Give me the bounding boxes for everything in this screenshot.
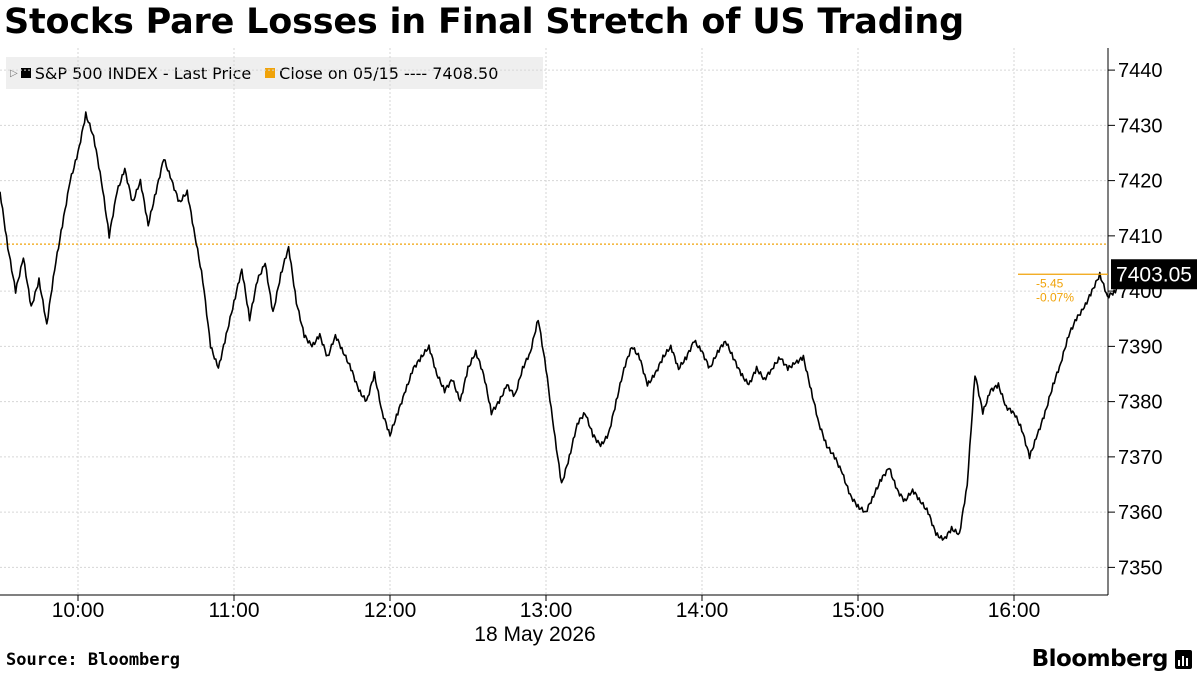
- y-tick-label: 7360: [1118, 502, 1163, 524]
- bloomberg-logo-icon: [1175, 650, 1192, 669]
- last-price-value: 7403.05: [1116, 263, 1192, 286]
- legend-item-close: Close on 05/15 ---- 7408.50: [265, 64, 498, 83]
- y-tick-label: 7440: [1118, 60, 1163, 82]
- last-price-tag-background: [1111, 259, 1197, 290]
- chart-legend: ▷ S&P 500 INDEX - Last Price Close on 05…: [6, 57, 543, 89]
- y-tick-label: 7370: [1118, 447, 1163, 469]
- y-tick-label: 7410: [1118, 226, 1163, 248]
- x-tick-label: 14:00: [676, 599, 729, 622]
- x-tick-label: 11:00: [209, 599, 260, 622]
- price-series: [0, 111, 1147, 541]
- last-price-tag: 7403.05: [1111, 259, 1197, 290]
- y-tick-label: 7420: [1118, 171, 1163, 193]
- legend-swatch-close: [265, 68, 276, 78]
- chart-grid: [0, 48, 1108, 595]
- x-tick-label: 10:00: [52, 599, 105, 622]
- legend-label-price: S&P 500 INDEX - Last Price: [34, 63, 252, 83]
- x-axis-ticks: 10:00 11:00 12:00 13:00 14:00 15:00 16:00: [52, 595, 1041, 622]
- pin-icon: ▷: [10, 67, 18, 79]
- x-tick-label: 16:00: [988, 599, 1041, 622]
- price-line: [0, 111, 1147, 541]
- y-tick-label: 7380: [1118, 392, 1163, 414]
- change-percent-label: -0.07%: [1036, 290, 1074, 304]
- x-tick-label: 15:00: [832, 599, 885, 622]
- change-label: -5.45: [1036, 276, 1064, 290]
- y-tick-label: 7430: [1118, 115, 1163, 137]
- x-axis-date-label: 18 May 2026: [474, 623, 595, 646]
- legend-swatch-price: [20, 68, 31, 78]
- legend-label-close: Close on 05/15 ---- 7408.50: [279, 63, 499, 83]
- x-tick-label: 13:00: [520, 599, 573, 622]
- bloomberg-logo: Bloomberg: [1031, 646, 1169, 672]
- source-note: Source: Bloomberg: [6, 650, 180, 670]
- chart-title: Stocks Pare Losses in Final Stretch of U…: [4, 2, 964, 42]
- legend-item-price: ▷ S&P 500 INDEX - Last Price: [6, 64, 251, 83]
- y-tick-label: 7350: [1118, 557, 1163, 579]
- x-tick-label: 12:00: [364, 599, 417, 622]
- y-tick-label: 7390: [1118, 336, 1163, 358]
